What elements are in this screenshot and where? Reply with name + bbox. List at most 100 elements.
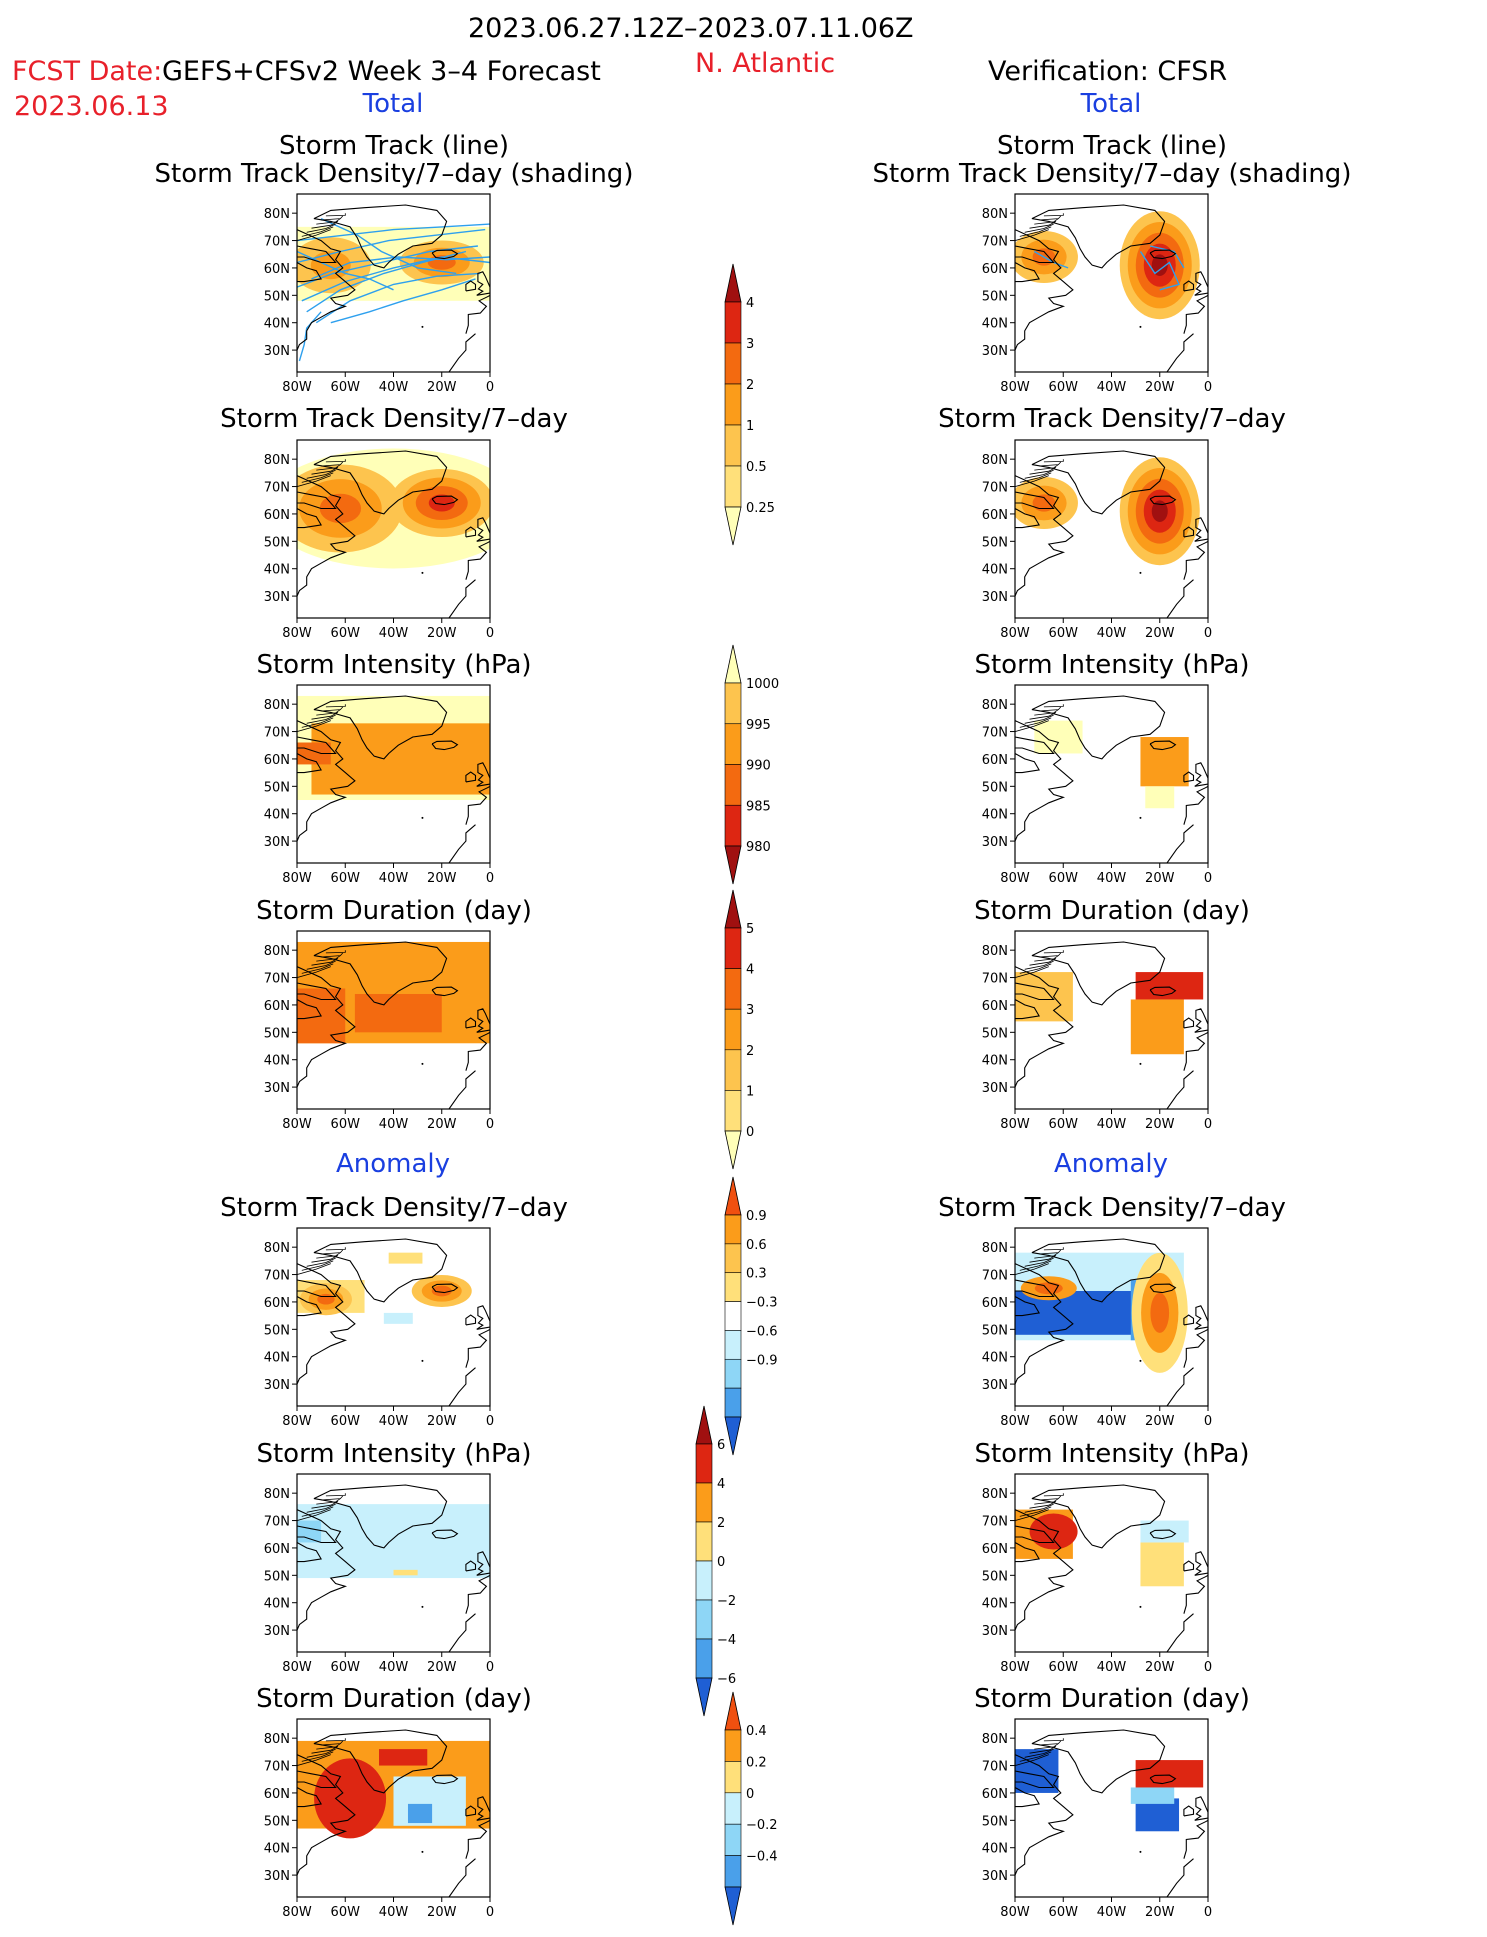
storm-track-1 — [1149, 245, 1185, 269]
colorbar-box-4 — [724, 1823, 742, 1856]
island-1 — [301, 717, 334, 728]
lon-label: 40W — [379, 871, 409, 886]
coastline-5 — [1183, 1031, 1208, 1071]
lon-label: 60W — [331, 1905, 361, 1920]
lon-label: 80W — [282, 1414, 312, 1429]
lon-label: 80W — [1000, 626, 1030, 641]
coastline-5 — [465, 1819, 490, 1859]
coastline-8 — [448, 1613, 476, 1652]
lat-label: 50N — [982, 1323, 1008, 1338]
map-intensity-anomaly-forecast: 80N 70N 60N 50N 40N 30N 80W 60W 40W 20W 0 — [247, 1473, 500, 1692]
lon-label: 40W — [1097, 1905, 1127, 1920]
lon-label: 0 — [486, 1905, 494, 1920]
coastline-7 — [1183, 280, 1195, 292]
map-track-forecast: 80N 70N 60N 50N 40N 30N 80W 60W 40W 20W 0 — [247, 193, 500, 412]
coastline-6 — [1194, 517, 1208, 542]
colorbar-label: 3 — [746, 1003, 754, 1018]
island-3 — [1029, 712, 1057, 720]
coastline-8 — [448, 824, 476, 863]
colorbar-arrow-bottom — [724, 845, 742, 885]
island-0 — [1015, 1754, 1049, 1766]
island-4 — [316, 709, 341, 716]
island-1 — [1019, 1260, 1052, 1271]
coastline-0 — [1031, 941, 1166, 1006]
lat-label: 80N — [982, 698, 1008, 713]
lon-label: 60W — [331, 1660, 361, 1675]
shading-layer — [1015, 1729, 1208, 1897]
lat-label: 40N — [264, 1351, 290, 1366]
island-1 — [1019, 226, 1052, 237]
colorbar-box-6 — [724, 1358, 742, 1389]
colorbar-label: 0.5 — [746, 460, 767, 475]
coastline-8 — [448, 579, 476, 618]
azores-dot — [421, 1062, 424, 1065]
colorbar-label: −0.2 — [746, 1818, 778, 1833]
coastline-3 — [1015, 1787, 1040, 1808]
coastline-5 — [465, 1328, 490, 1368]
lon-label: 60W — [1049, 626, 1079, 641]
lat-label: 30N — [982, 344, 1008, 359]
island-5 — [321, 1740, 344, 1746]
lon-label: 40W — [1097, 380, 1127, 395]
lon-label: 20W — [427, 1660, 457, 1675]
island-1 — [301, 1506, 334, 1517]
colorbar-label: 3 — [746, 337, 754, 352]
model-name: GEFS+CFSv2 Week 3–4 Forecast — [162, 56, 601, 87]
title-density-anom-left: Storm Track Density/7–day — [220, 1193, 568, 1223]
coastline-8 — [448, 333, 476, 372]
coastline-7 — [465, 526, 477, 538]
shade-e — [1140, 737, 1189, 787]
coastline-2 — [1015, 1770, 1055, 1789]
island-2 — [306, 469, 336, 479]
lon-label: 80W — [282, 1117, 312, 1132]
lon-label: 0 — [1204, 380, 1212, 395]
colorbar-label: 0.3 — [746, 1267, 767, 1282]
island-5 — [321, 215, 344, 221]
lat-label: 60N — [982, 1296, 1008, 1311]
island-6 — [1043, 459, 1064, 463]
title-intensity-anom-right: Storm Intensity (hPa) — [974, 1439, 1250, 1469]
lat-label: 80N — [264, 1241, 290, 1256]
map-density-anomaly-verification: 80N 70N 60N 50N 40N 30N 80W 60W 40W 20W 0 — [965, 1227, 1218, 1446]
coastline-3 — [297, 1296, 322, 1317]
forecast-period: 2023.06.27.12Z–2023.07.11.06Z — [468, 13, 914, 44]
shade-e-4 — [1151, 254, 1168, 276]
lon-label: 20W — [1145, 1660, 1175, 1675]
lon-label: 20W — [1145, 626, 1175, 641]
colorbar-arrow-bottom — [724, 1130, 742, 1170]
lat-label: 40N — [264, 1842, 290, 1857]
island-3 — [311, 467, 339, 475]
fcst-date-label: FCST Date: — [12, 56, 163, 87]
coastline-3 — [297, 262, 322, 283]
lon-label: 60W — [1049, 1905, 1079, 1920]
island-3 — [311, 1746, 339, 1754]
colorbar-box-1 — [724, 927, 742, 969]
colorbar-box-1 — [724, 1729, 742, 1762]
title-track-left: Storm Track (line) Storm Track Density/7… — [155, 132, 634, 188]
shade-b2 — [407, 1803, 433, 1824]
shade-e — [1140, 1542, 1184, 1587]
coastline-1 — [1015, 720, 1074, 842]
lat-label: 80N — [982, 1241, 1008, 1256]
lon-label: 80W — [282, 380, 312, 395]
map-svg: 80N 70N 60N 50N 40N 30N 80W 60W 40W 20W 0 — [982, 1473, 1212, 1675]
coastline-3 — [297, 999, 322, 1020]
colorbar-duration-total: 5 4 3 2 1 0 — [724, 889, 815, 1175]
azores-dot — [421, 1605, 424, 1608]
lon-label: 60W — [331, 626, 361, 641]
colorbar-arrow-top — [724, 644, 742, 684]
colorbar-box-1 — [695, 1443, 713, 1484]
coastline-2 — [1015, 982, 1055, 1001]
lat-label: 40N — [264, 563, 290, 578]
island-3 — [1029, 1255, 1057, 1263]
lon-label: 60W — [1049, 1117, 1079, 1132]
coastline-7 — [465, 1017, 477, 1029]
colorbar-density-anomaly: 0.9 0.6 0.3 −0.3 −0.6 −0.9 — [724, 1176, 815, 1461]
lon-label: 40W — [379, 1660, 409, 1675]
colorbar-arrow-bottom — [695, 1677, 713, 1717]
island-1 — [1019, 963, 1052, 974]
lon-label: 60W — [331, 1414, 361, 1429]
colorbar-duration-anomaly: 0.4 0.2 0 −0.2 −0.4 — [724, 1691, 815, 1931]
map-duration-anomaly-verification: 80N 70N 60N 50N 40N 30N 80W 60W 40W 20W 0 — [965, 1718, 1218, 1937]
coastline-5 — [1183, 1819, 1208, 1859]
